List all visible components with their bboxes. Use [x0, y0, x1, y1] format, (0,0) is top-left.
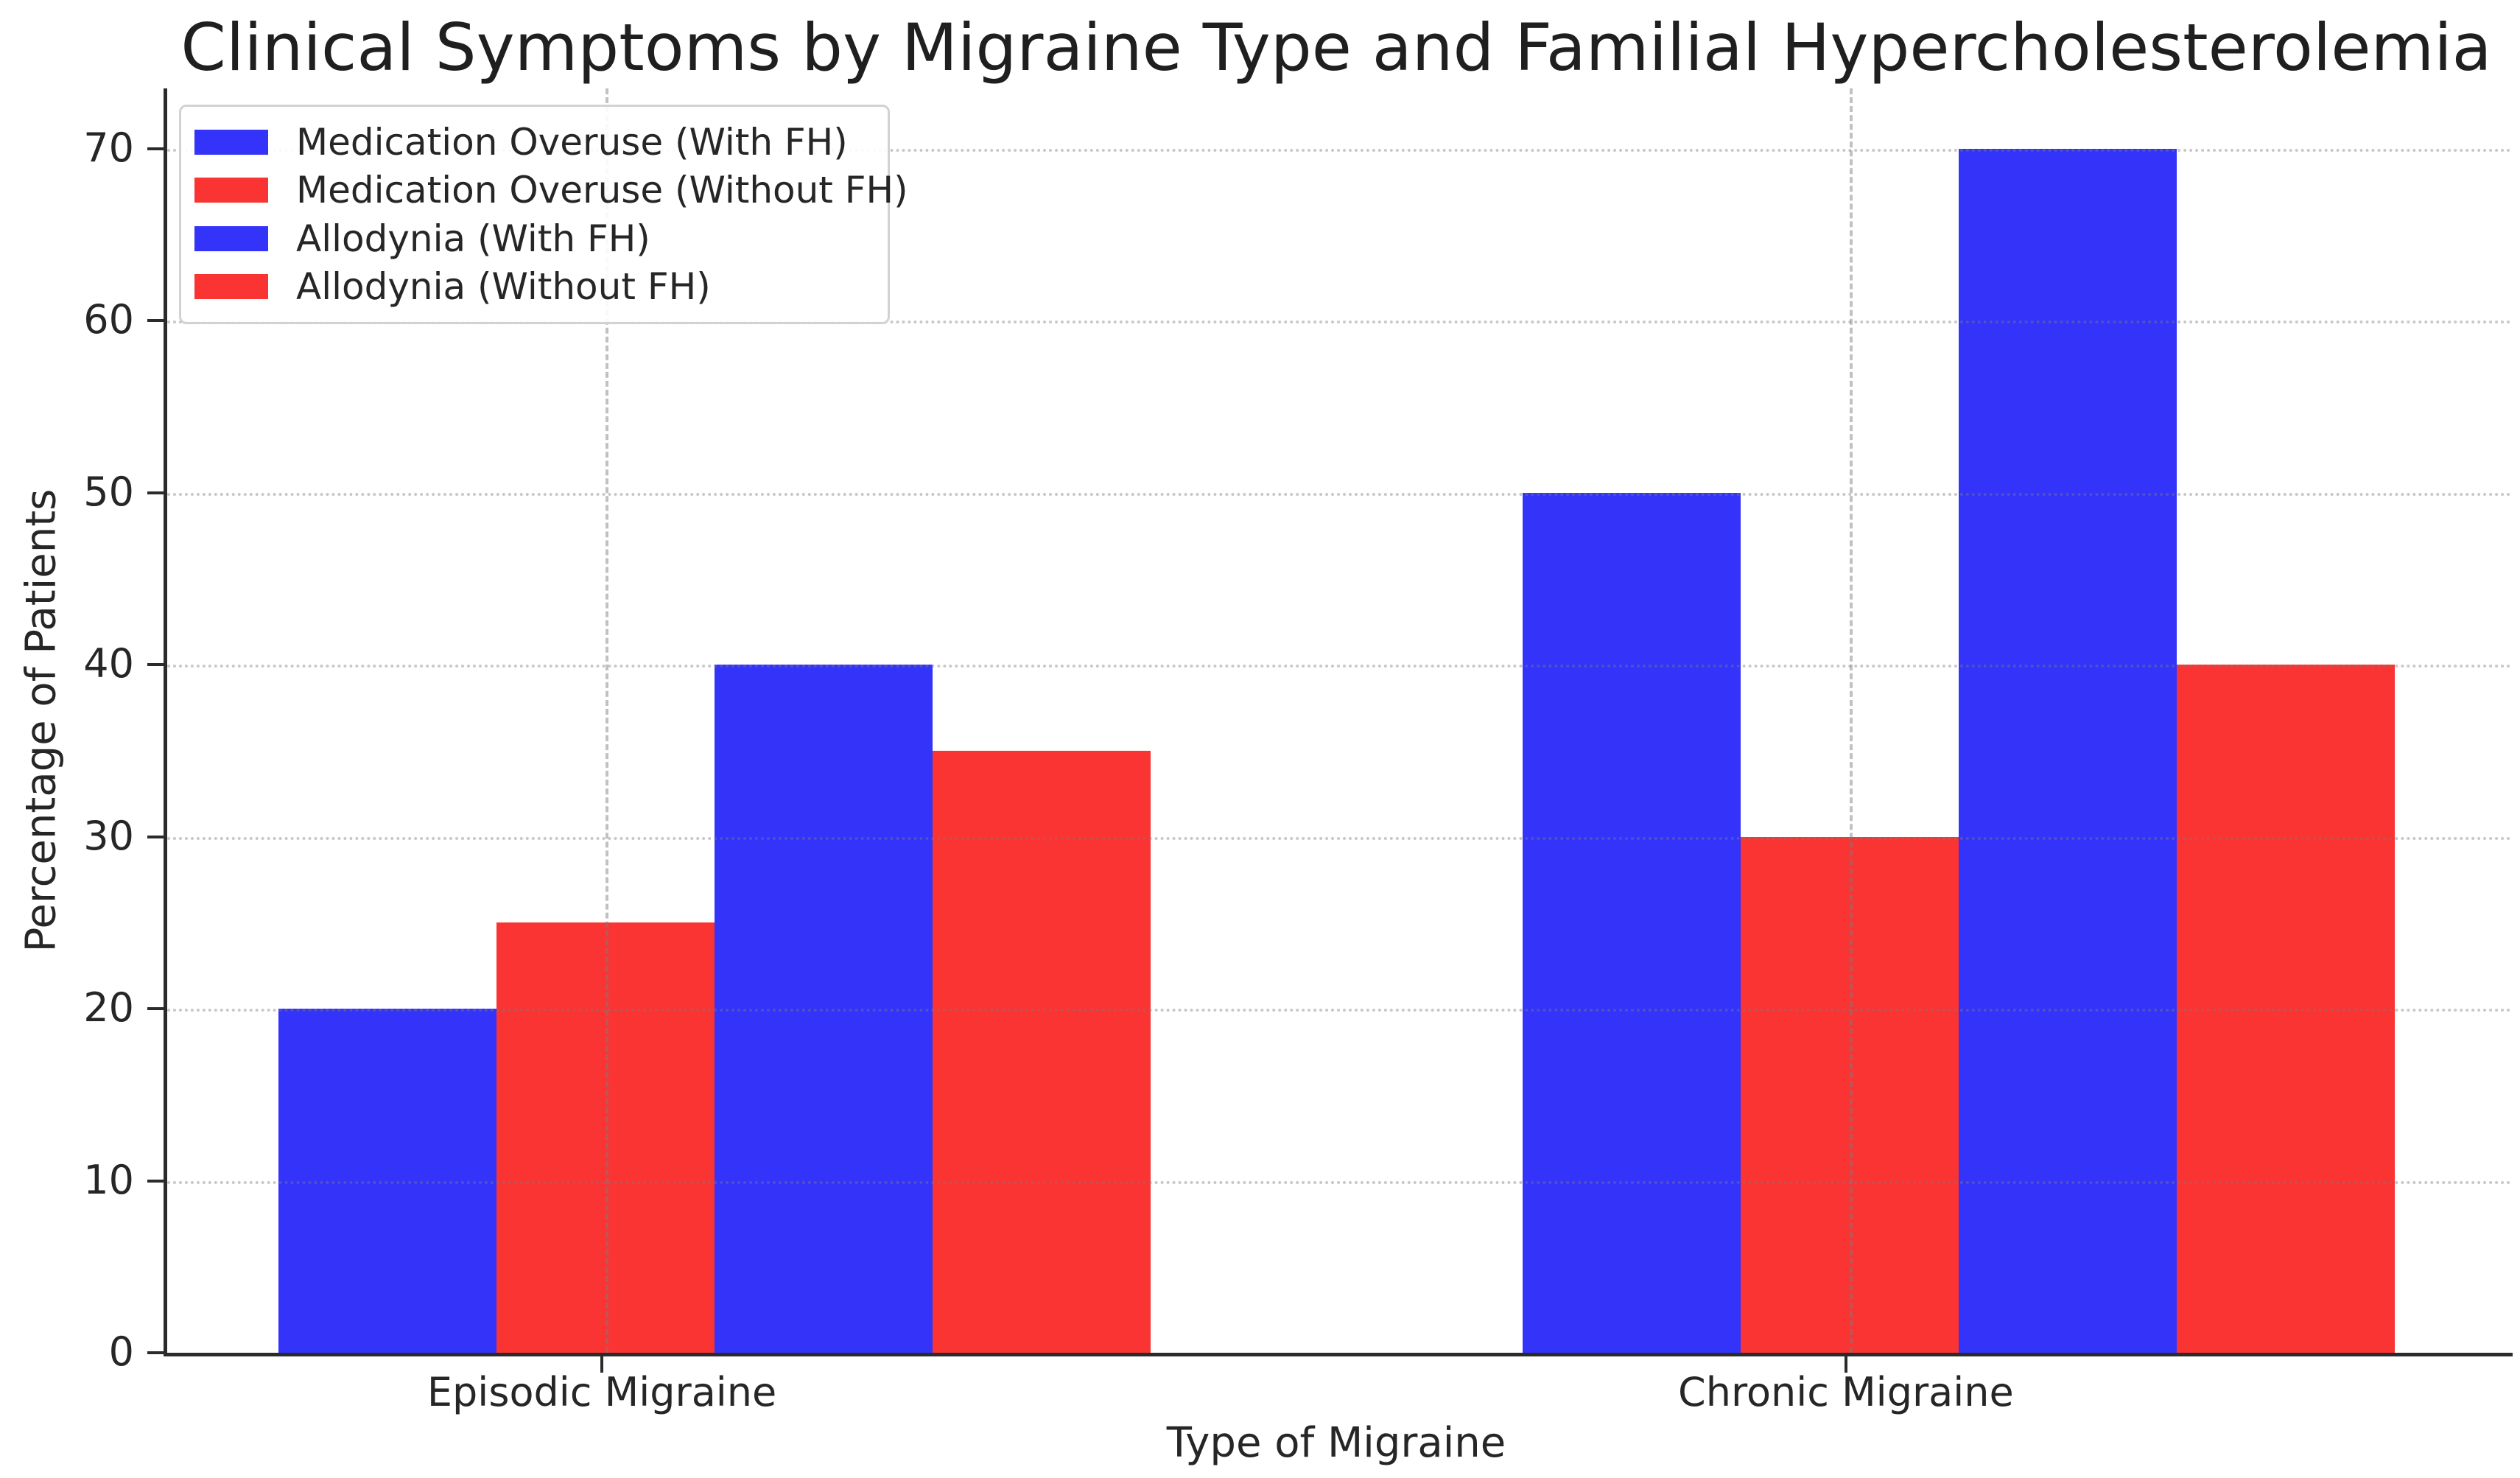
y-tick-label-10: 10 — [83, 1156, 134, 1203]
legend-item-allodynia-without-fh: Allodynia (Without FH) — [194, 268, 873, 305]
legend-label-medication-overuse-with-fh: Medication Overuse (With FH) — [296, 121, 848, 164]
plot-area — [164, 88, 2513, 1356]
y-tick-mark-20 — [147, 1007, 164, 1011]
legend-item-medication-overuse-without-fh: Medication Overuse (Without FH) — [194, 172, 908, 209]
legend-label-medication-overuse-without-fh: Medication Overuse (Without FH) — [296, 169, 908, 212]
y-tick-mark-0 — [147, 1351, 164, 1354]
legend-label-allodynia-with-fh: Allodynia (With FH) — [296, 217, 650, 260]
legend: Medication Overuse (With FH) Medication O… — [179, 105, 908, 324]
y-tick-mark-60 — [147, 319, 164, 323]
y-tick-mark-30 — [147, 835, 164, 838]
bar-medication-overuse-with-fh-chronic-migraine — [1522, 492, 1741, 1353]
legend-swatch-medication-overuse-with-fh — [194, 130, 268, 155]
y-tick-mark-50 — [147, 491, 164, 494]
y-tick-mark-10 — [147, 1179, 164, 1183]
y-tick-label-20: 20 — [83, 984, 134, 1032]
legend-swatch-allodynia-without-fh — [194, 273, 268, 299]
bar-medication-overuse-with-fh-episodic-migraine — [278, 1009, 497, 1353]
bar-allodynia-without-fh-episodic-migraine — [933, 750, 1151, 1353]
bar-allodynia-without-fh-chronic-migraine — [2177, 665, 2396, 1353]
legend-swatch-allodynia-with-fh — [194, 225, 268, 251]
y-axis-label: Percentage of Patients — [17, 488, 66, 953]
x-tick-label-episodic-migraine: Episodic Migraine — [427, 1369, 777, 1415]
y-tick-label-70: 70 — [83, 124, 134, 171]
y-tick-label-40: 40 — [83, 640, 134, 687]
y-tick-mark-40 — [147, 663, 164, 667]
chart-title: Clinical Symptoms by Migraine Type and F… — [180, 10, 2492, 85]
bar-allodynia-with-fh-episodic-migraine — [715, 665, 933, 1353]
legend-label-allodynia-without-fh: Allodynia (Without FH) — [296, 265, 711, 308]
x-axis-label: Type of Migraine — [1166, 1419, 1506, 1467]
bar-medication-overuse-without-fh-episodic-migraine — [496, 922, 715, 1353]
y-tick-label-60: 60 — [83, 296, 134, 343]
legend-item-medication-overuse-with-fh: Medication Overuse (With FH) — [194, 124, 873, 161]
legend-swatch-medication-overuse-without-fh — [194, 178, 268, 203]
y-tick-label-30: 30 — [83, 812, 134, 859]
y-tick-label-50: 50 — [83, 468, 134, 515]
y-tick-label-0: 0 — [108, 1328, 134, 1376]
legend-item-allodynia-with-fh: Allodynia (With FH) — [194, 220, 873, 257]
bar-allodynia-with-fh-chronic-migraine — [1958, 148, 2177, 1353]
x-tick-mark-episodic-migraine — [600, 1356, 604, 1373]
x-tick-mark-chronic-migraine — [1844, 1356, 1847, 1373]
x-tick-label-chronic-migraine: Chronic Migraine — [1678, 1369, 2014, 1415]
bar-medication-overuse-without-fh-chronic-migraine — [1740, 836, 1959, 1353]
y-tick-mark-70 — [147, 147, 164, 150]
